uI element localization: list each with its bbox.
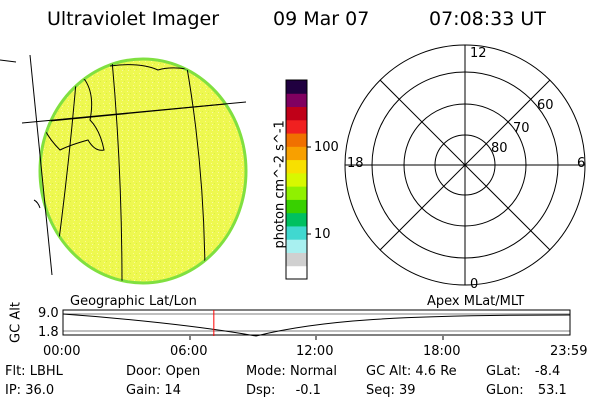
colorbar-segment [286, 159, 307, 174]
status-door: Door: Open [126, 364, 201, 379]
xtick-0000: 00:00 [43, 344, 81, 359]
xtick-0600: 06:00 [170, 344, 208, 359]
colorbar-segment [286, 146, 307, 161]
latitude-line [21, 101, 247, 124]
xtick-1800: 18:00 [423, 344, 461, 359]
colorbar-border [285, 79, 308, 280]
colorbar-segment [286, 119, 307, 134]
mlt-label-0: 0 [470, 277, 479, 292]
mlt-label-12: 12 [470, 46, 487, 61]
xtick-1200: 12:00 [296, 344, 334, 359]
longitude-line [29, 54, 53, 276]
coastline [33, 199, 41, 209]
xtick-2359: 23:59 [550, 344, 588, 359]
colorbar-segment [286, 172, 307, 187]
polar-grid [344, 44, 586, 286]
mlat-label-70: 70 [513, 121, 530, 136]
altitude-curve [62, 313, 571, 337]
colorbar-segment [286, 199, 307, 214]
longitude-line [185, 61, 206, 283]
mlt-label-18: 18 [347, 156, 364, 171]
colorbar-segment [286, 133, 307, 147]
earth-image [0, 54, 248, 285]
mlt-label-6: 6 [577, 156, 586, 171]
ytick-high: 9.0 [38, 306, 59, 321]
status-gain: Gain: 14 [126, 383, 181, 398]
status-glon: GLon: 53.1 [486, 383, 567, 398]
status-seq: Seq: 39 [366, 383, 416, 398]
colorbar-segment [286, 252, 307, 267]
colorbar-segment [286, 225, 307, 240]
status-glat: GLat: -8.4 [486, 364, 561, 379]
colorbar-segment [286, 212, 307, 227]
colorbar-segment [286, 93, 307, 108]
colorbar-segment [286, 106, 307, 121]
status-ip: IP: 36.0 [5, 383, 55, 398]
time-label: 07:08:33 UT [429, 8, 546, 30]
altitude-plot [62, 309, 571, 340]
status-dsp: Dsp: -0.1 [246, 383, 321, 398]
mlat-label-80: 80 [491, 141, 508, 156]
date-label: 09 Mar 07 [273, 8, 370, 30]
coastline [44, 74, 105, 151]
colorbar-tick-100: 100 [314, 140, 339, 155]
status-flt: Flt: LBHL [5, 364, 63, 379]
colorbar-segment [286, 80, 307, 94]
colorbar-tick-10: 10 [314, 227, 331, 242]
apex-caption: Apex MLat/MLT [427, 294, 525, 309]
colorbar-segment [286, 186, 307, 200]
coastline [0, 59, 17, 63]
ytick-low: 1.8 [38, 325, 59, 340]
geo-caption: Geographic Lat/Lon [70, 294, 197, 309]
app-title: Ultraviolet Imager [47, 8, 220, 30]
colorbar-segment [286, 239, 307, 253]
longitude-line [111, 59, 123, 283]
colorbar-label: photon cm^-2 s^-1 [272, 120, 288, 249]
status-gc-alt: GC Alt: 4.6 Re [366, 364, 457, 379]
altitude-axis-label: GC Alt [8, 302, 24, 343]
color-scale [285, 79, 308, 280]
colorbar-segment [286, 265, 307, 280]
status-mode: Mode: Normal [246, 364, 337, 379]
mlat-label-60: 60 [537, 98, 554, 113]
